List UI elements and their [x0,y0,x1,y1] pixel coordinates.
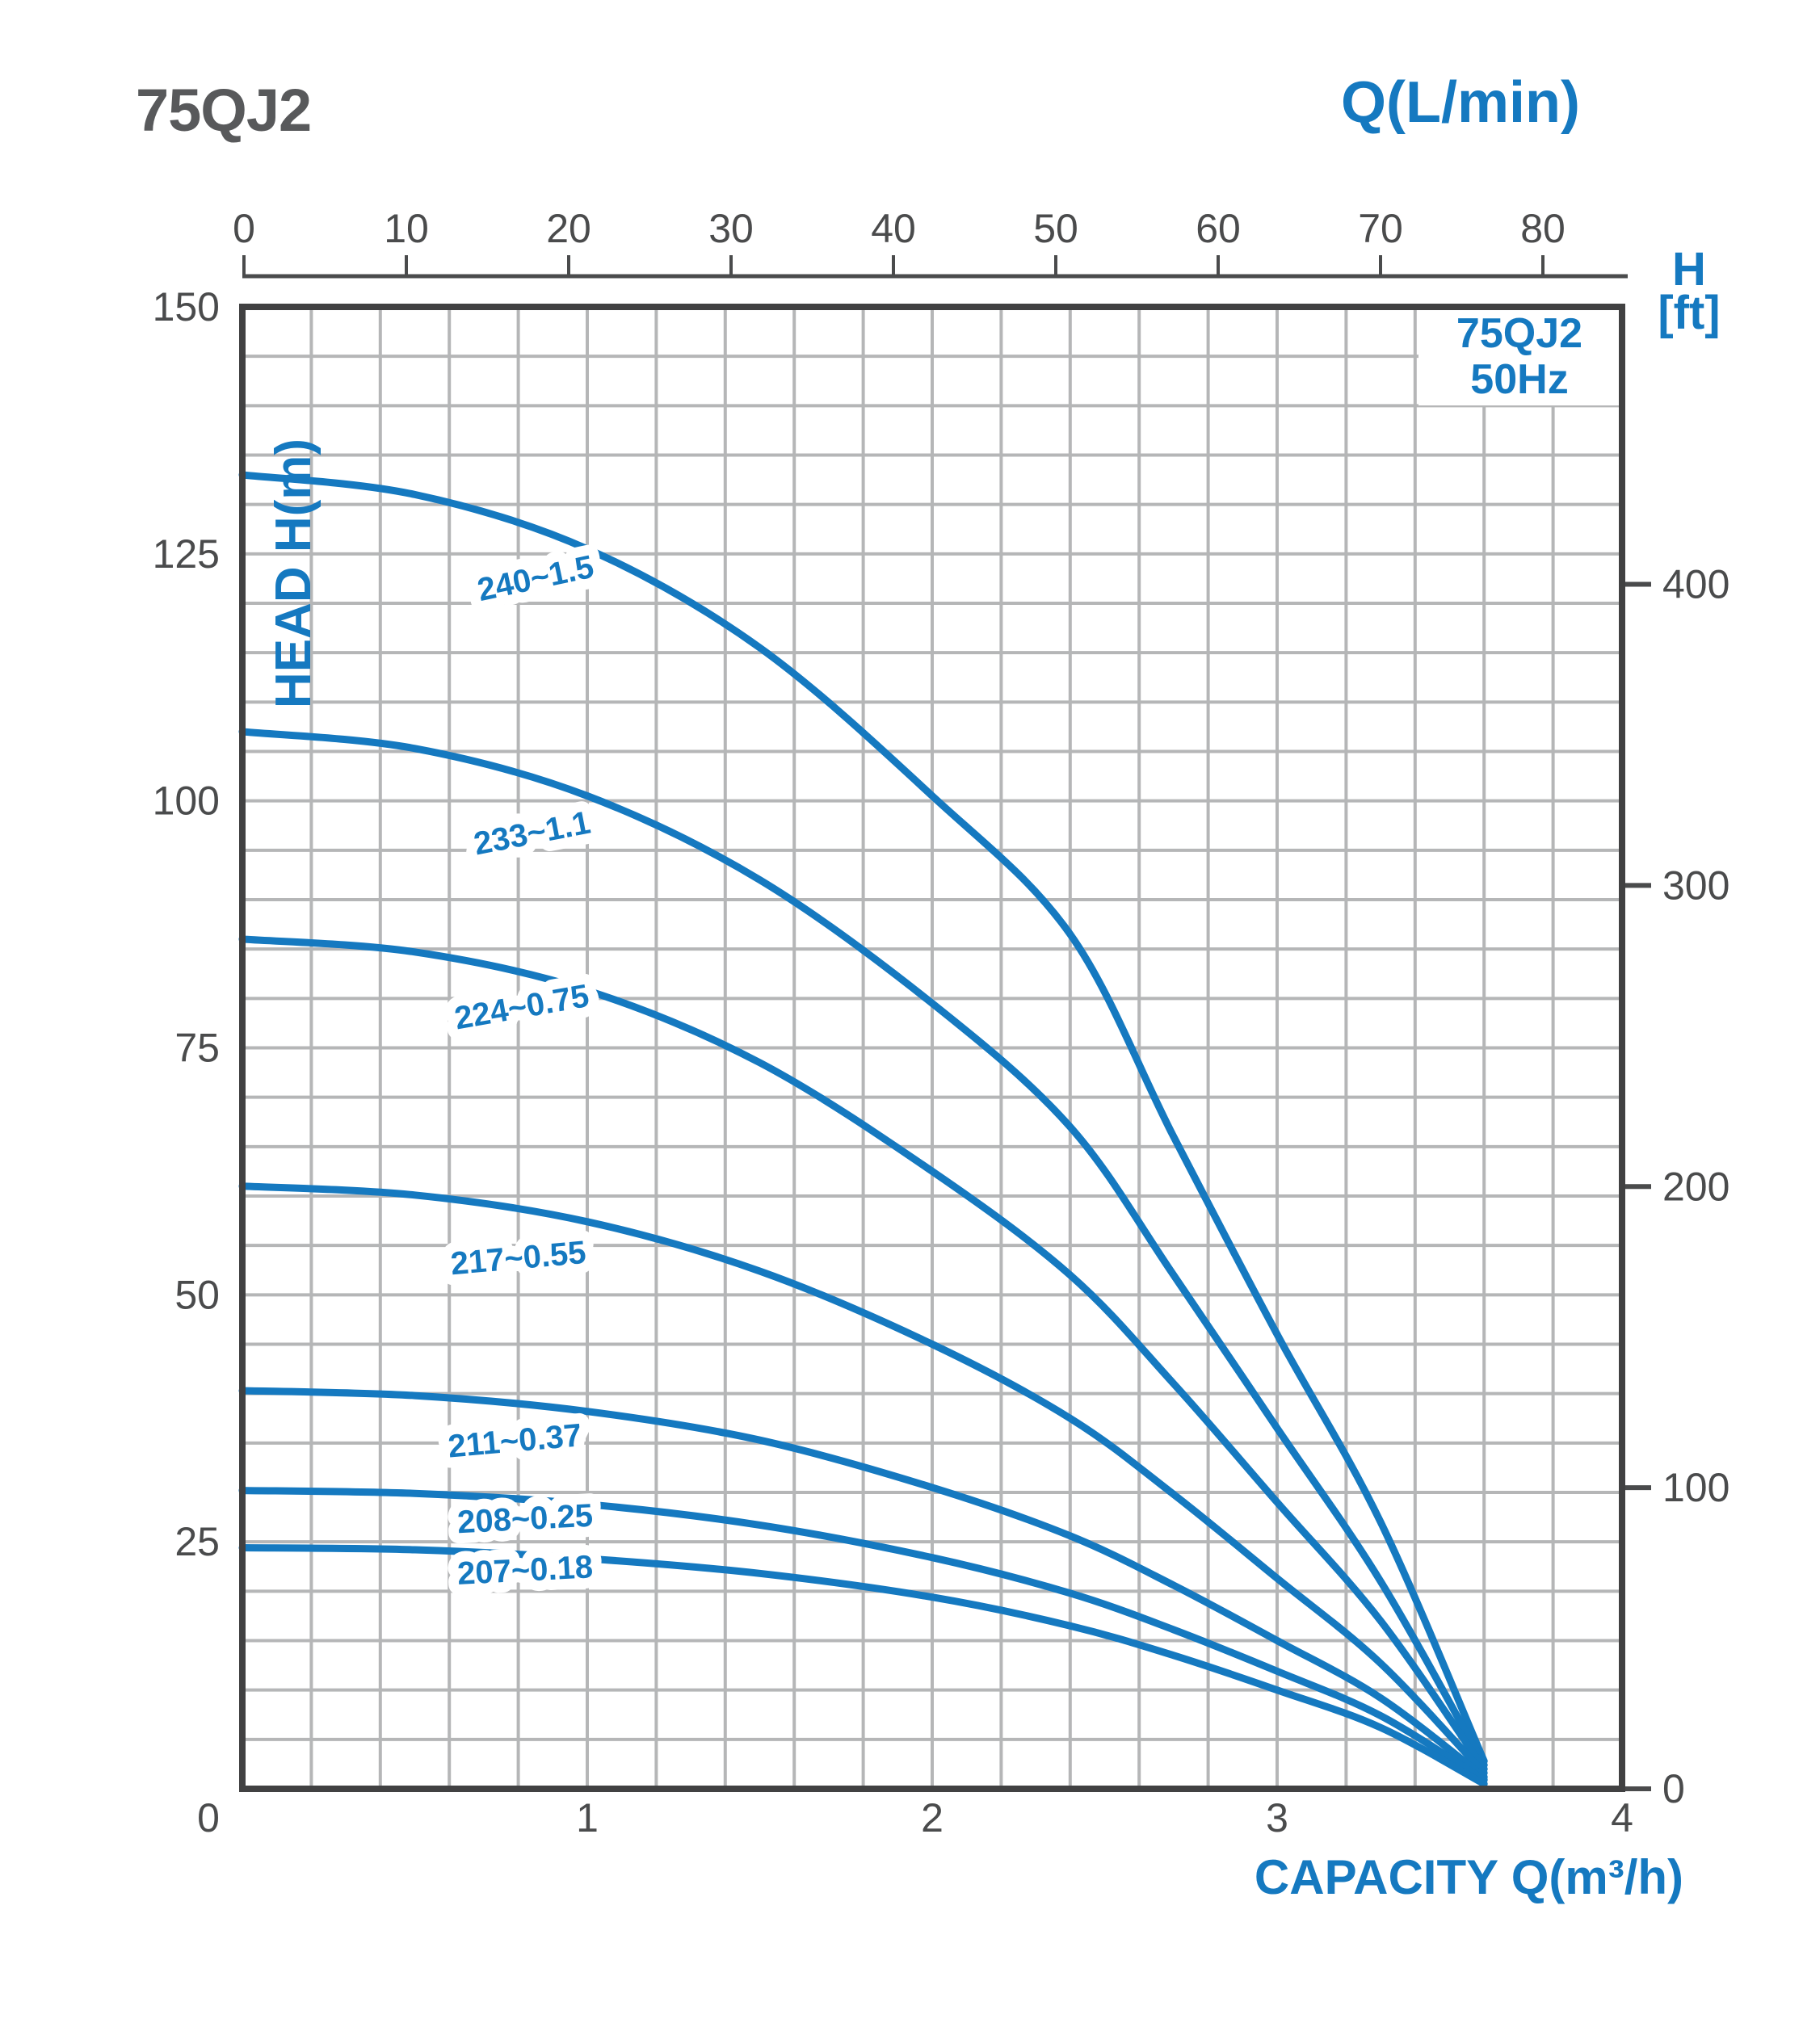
top-axis-tick-label: 40 [871,206,916,251]
left-axis-tick-label: 100 [153,779,220,824]
bottom-axis: 0 1 2 3 4 [197,1795,1633,1840]
curve-labels: 240~1.5 233~1.1 224~0.75 217~0.55 211~0.37 20… [436,539,607,1602]
curve-label-group: 217~0.55 [439,1224,598,1292]
left-axis-tick-label: 75 [174,1026,220,1071]
right-axis-tick-label: 0 [1662,1766,1685,1811]
top-axis-tick-label: 10 [384,206,429,251]
left-axis: 150 125 100 75 50 25 [153,284,220,1564]
right-axis-tick-label: 400 [1662,562,1729,607]
top-axis-tick-label: 30 [708,206,754,251]
top-axis-title: Q(L/min) [1341,70,1580,135]
curve-label: 240~1.5 [474,549,597,608]
top-axis-tick-label: 20 [546,206,591,251]
top-axis-tick-label: 60 [1196,206,1241,251]
left-axis-tick-label: 50 [174,1272,220,1317]
curve-233~1.1 [238,728,1488,1769]
curve-label-group: 233~1.1 [460,795,603,873]
page-title: 75QJ2 [136,77,312,144]
bottom-axis-tick-label: 3 [1266,1795,1288,1840]
curve-label-group: 211~0.37 [436,1407,594,1475]
top-axis-tick-label: 50 [1033,206,1078,251]
curve-label-group: 240~1.5 [464,539,607,619]
right-axis-title-h: H [1672,243,1706,296]
grid [242,307,1622,1789]
curve-label: 207~0.18 [456,1549,594,1592]
curve-240~1.5 [238,471,1488,1765]
top-axis-tick-label: 0 [233,206,255,251]
curve-224~0.75 [238,935,1488,1773]
curve-208~0.25 [238,1487,1488,1784]
curve-207~0.18 [238,1544,1488,1788]
curves [238,471,1488,1788]
bottom-axis-tick-label: 2 [921,1795,944,1840]
curve-217~0.55 [238,1182,1488,1777]
curve-label: 211~0.37 [447,1417,583,1464]
bottom-axis-title: CAPACITY Q(m³/h) [1254,1850,1683,1904]
legend-frequency: 50Hz [1470,356,1569,403]
left-axis-tick-label: 150 [153,284,220,329]
top-axis: 0 10 20 30 40 50 60 70 80 [233,206,1628,279]
legend-model: 75QJ2 [1456,310,1583,358]
curve-211~0.37 [238,1387,1488,1781]
right-axis-tick-label: 300 [1662,863,1729,908]
curve-label-group: 224~0.75 [441,967,602,1047]
left-axis-tick-label: 25 [174,1519,220,1564]
right-axis: 400 300 200 100 0 [1625,562,1729,1811]
top-axis-tick-label: 70 [1358,206,1403,251]
curve-label-group: 207~0.18 [446,1538,604,1602]
right-axis-title-ft: [ft] [1658,287,1721,339]
left-axis-tick-label: 125 [153,531,220,577]
curve-label: 233~1.1 [471,805,593,863]
curve-label: 224~0.75 [452,978,591,1036]
curve-label: 208~0.25 [456,1498,594,1541]
curve-label: 217~0.55 [449,1235,587,1282]
bottom-axis-tick-label: 1 [576,1795,599,1840]
right-axis-tick-label: 100 [1662,1465,1729,1510]
right-axis-tick-label: 200 [1662,1164,1729,1209]
left-axis-title: HEAD H(m) [266,438,322,709]
bottom-axis-tick-label: 4 [1611,1795,1633,1840]
curve-label-group: 208~0.25 [446,1488,604,1551]
bottom-axis-tick-label: 0 [197,1795,220,1840]
plot-border [239,304,1625,1792]
top-axis-tick-label: 80 [1520,206,1566,251]
legend-box: 75QJ2 50Hz [1420,312,1619,402]
